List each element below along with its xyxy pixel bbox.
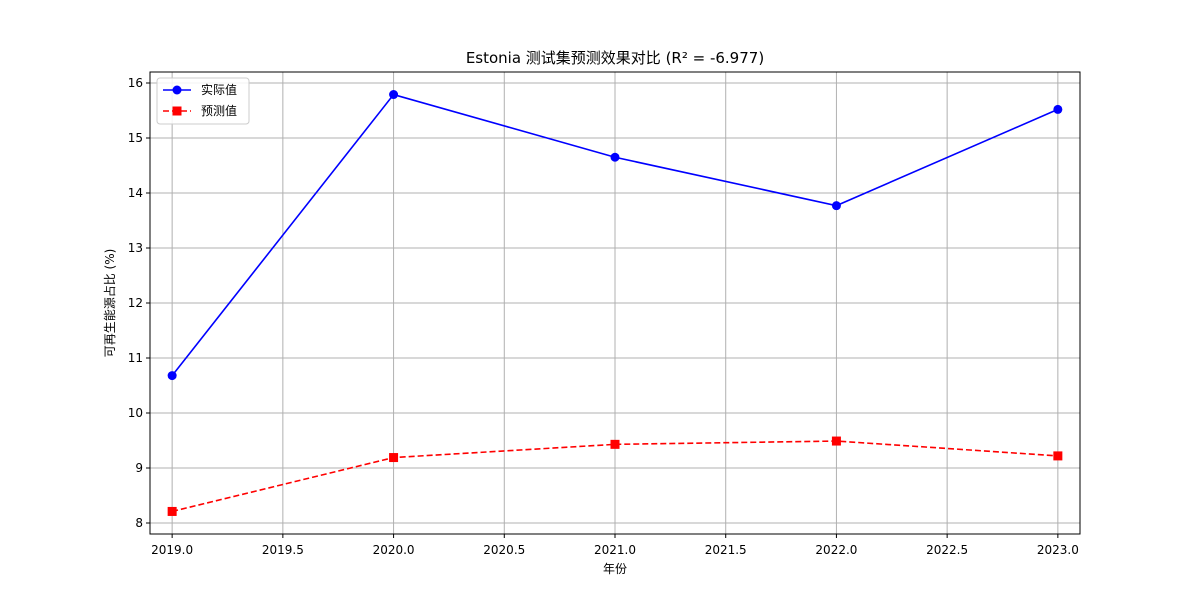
y-tick-label: 9 <box>135 461 143 475</box>
data-point-square <box>389 453 399 463</box>
x-tick-label: 2022.0 <box>815 543 857 557</box>
y-tick-label: 16 <box>128 76 143 90</box>
x-tick-label: 2022.5 <box>926 543 968 557</box>
legend-marker-circle <box>172 85 182 95</box>
y-tick-label: 8 <box>135 516 143 530</box>
x-tick-label: 2021.5 <box>705 543 747 557</box>
data-point-circle <box>389 90 399 100</box>
grid-layer <box>150 72 1080 534</box>
x-tick-label: 2019.5 <box>262 543 304 557</box>
data-point-circle <box>610 152 620 162</box>
data-point-square <box>831 436 841 446</box>
y-tick-label: 11 <box>128 351 143 365</box>
y-tick-label: 15 <box>128 131 143 145</box>
ticks-layer: 2019.0 2019.5 2020.0 2020.5 2021.0 2021.5 2022… <box>128 76 1079 557</box>
series-layer <box>167 90 1063 516</box>
data-point-circle <box>831 201 841 211</box>
data-point-circle <box>167 371 177 381</box>
x-axis-label: 年份 <box>603 562 627 576</box>
data-point-square <box>610 439 620 449</box>
x-tick-label: 2021.0 <box>594 543 636 557</box>
x-tick-label: 2019.0 <box>151 543 193 557</box>
plot-area-frame <box>149 71 1081 535</box>
y-axis-label: 可再生能源占比 (%) <box>102 249 117 358</box>
y-tick-label: 10 <box>128 406 143 420</box>
x-tick-label: 2020.5 <box>483 543 525 557</box>
legend-label: 预测值 <box>201 103 237 118</box>
y-tick-label: 12 <box>128 296 143 310</box>
chart-title: Estonia 测试集预测效果对比 (R² = -6.977) <box>466 49 764 67</box>
data-point-square <box>167 506 177 516</box>
data-point-square <box>1053 451 1063 461</box>
legend-marker-square <box>172 106 182 116</box>
y-tick-label: 13 <box>128 241 143 255</box>
y-tick-label: 14 <box>128 186 143 200</box>
x-tick-label: 2023.0 <box>1037 543 1079 557</box>
legend-label: 实际值 <box>201 82 237 97</box>
x-tick-label: 2020.0 <box>373 543 415 557</box>
data-point-circle <box>1053 104 1063 114</box>
